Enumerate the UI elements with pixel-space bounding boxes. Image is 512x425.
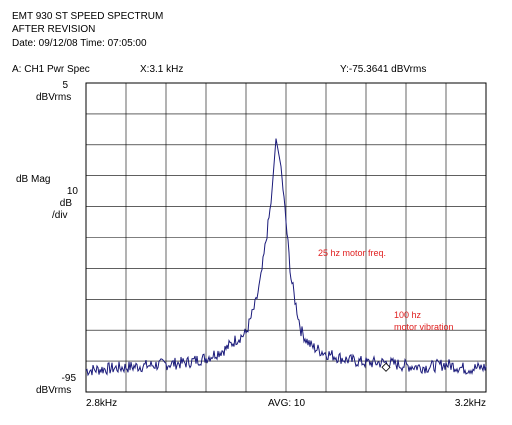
x-axis-avg-label: AVG: 10 [268, 398, 305, 409]
motor-freq-annotation: 25 hz motor freq. [318, 248, 386, 258]
date-time-stamp: Date: 09/12/08 Time: 07:05:00 [12, 38, 147, 49]
x-marker-readout: X:3.1 kHz [140, 64, 183, 75]
spectrum-trace-group [85, 138, 487, 377]
vibration-annotation-line1: 100 hz [394, 310, 422, 320]
y-axis-scale-value: 10 [67, 186, 79, 197]
y-axis-top-unit: dBVrms [36, 92, 71, 103]
trace-label: A: CH1 Pwr Spec [12, 64, 90, 75]
y-axis-bottom-value: -95 [62, 373, 77, 384]
y-axis-top-value: 5 [62, 80, 68, 91]
marker-diamond-icon [381, 362, 391, 372]
y-axis-scale-unit: dB [60, 198, 73, 209]
marker-group [381, 362, 391, 372]
x-axis-end-label: 3.2kHz [455, 398, 486, 409]
y-axis-mag-label: dB Mag [16, 174, 50, 185]
y-axis-bottom-unit: dBVrms [36, 385, 71, 396]
chart-subtitle: AFTER REVISION [12, 24, 95, 35]
chart-title: EMT 930 ST SPEED SPECTRUM [12, 11, 163, 22]
spectrum-trace-line [85, 138, 487, 377]
plot-grid [85, 82, 487, 393]
vibration-annotation-line2: motor vibration [394, 322, 454, 332]
y-axis-scale-div: /div [52, 210, 68, 221]
y-marker-readout: Y:-75.3641 dBVrms [340, 64, 426, 75]
x-axis-start-label: 2.8kHz [86, 398, 117, 409]
